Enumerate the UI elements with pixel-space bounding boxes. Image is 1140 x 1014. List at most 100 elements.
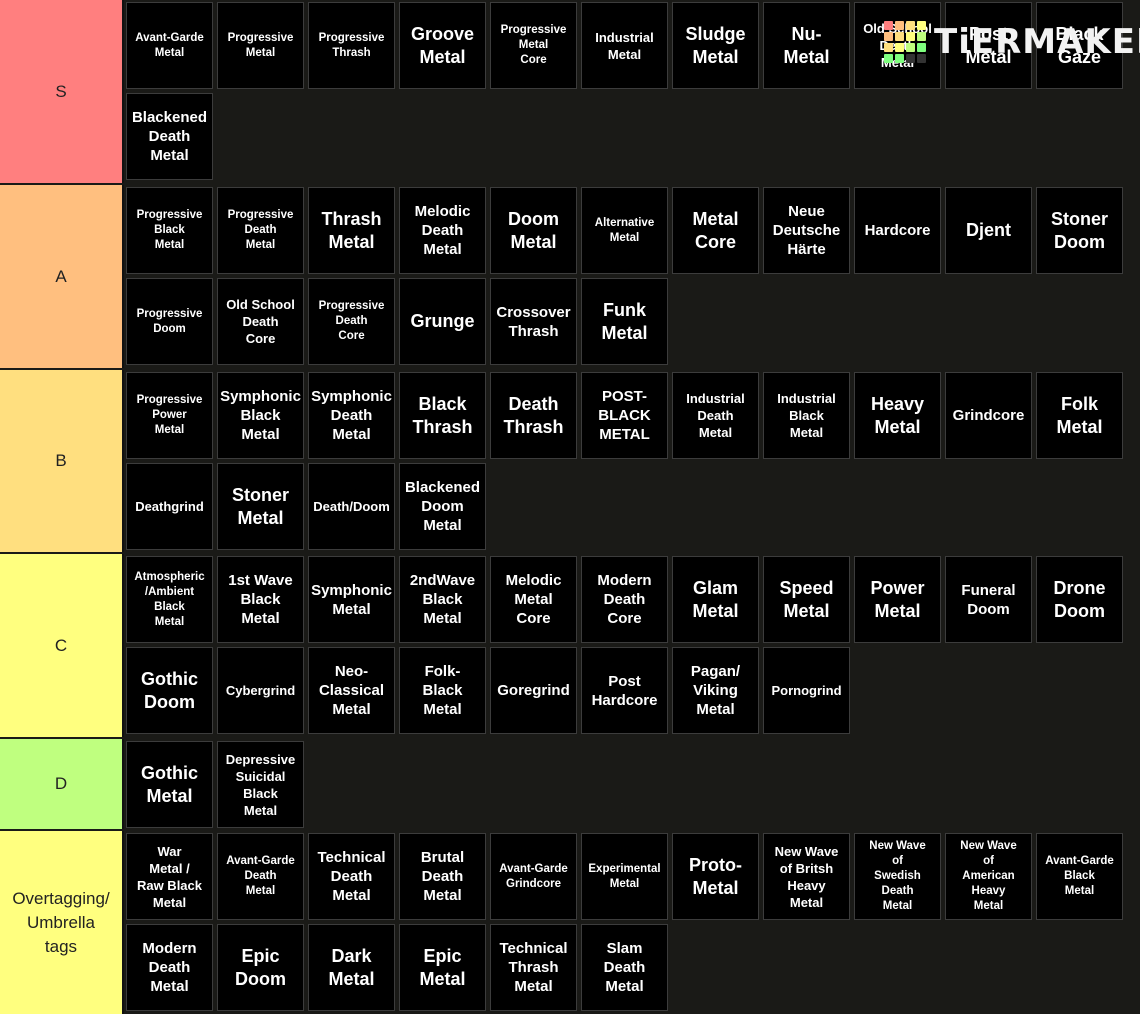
tier-item-tile[interactable]: Epic Doom xyxy=(217,924,304,1011)
tier-item-tile[interactable]: POST- BLACK METAL xyxy=(581,372,668,459)
tier-item-label: Deathgrind xyxy=(135,499,204,514)
tier-item-tile[interactable]: Gothic Metal xyxy=(126,741,213,828)
tier-item-tile[interactable]: Proto- Metal xyxy=(672,833,759,920)
tier-item-tile[interactable]: Avant-Garde Death Metal xyxy=(217,833,304,920)
tier-item-tile[interactable]: Modern Death Core xyxy=(581,556,668,643)
tier-item-tile[interactable]: Thrash Metal xyxy=(308,187,395,274)
tier-item-tile[interactable]: Groove Metal xyxy=(399,2,486,89)
tier-item-tile[interactable]: Modern Death Metal xyxy=(126,924,213,1011)
tier-item-tile[interactable]: Goregrind xyxy=(490,647,577,734)
tier-label[interactable]: C xyxy=(0,554,124,737)
tier-item-tile[interactable]: Death/Doom xyxy=(308,463,395,550)
tier-label[interactable]: B xyxy=(0,370,124,552)
tier-item-tile[interactable]: New Wave of Swedish Death Metal xyxy=(854,833,941,920)
tier-item-tile[interactable]: Progressive Death Core xyxy=(308,278,395,365)
tier-row: C Atmospheric /Ambient Black Metal 1st Wav… xyxy=(0,554,1140,737)
tier-item-tile[interactable]: Technical Death Metal xyxy=(308,833,395,920)
tier-item-tile[interactable]: Crossover Thrash xyxy=(490,278,577,365)
tier-item-label: Metal Core xyxy=(692,208,739,252)
tier-item-tile[interactable]: Neo- Classical Metal xyxy=(308,647,395,734)
tier-item-tile[interactable]: Cybergrind xyxy=(217,647,304,734)
tier-item-tile[interactable]: Deathgrind xyxy=(126,463,213,550)
tier-item-tile[interactable]: Symphonic Black Metal xyxy=(217,372,304,459)
tier-item-tile[interactable]: Technical Thrash Metal xyxy=(490,924,577,1011)
tier-label[interactable]: A xyxy=(0,185,124,368)
tier-item-tile[interactable]: Industrial Black Metal xyxy=(763,372,850,459)
tier-items-container[interactable]: Atmospheric /Ambient Black Metal 1st Wave… xyxy=(124,554,1140,737)
tier-item-tile[interactable]: Death Thrash xyxy=(490,372,577,459)
tier-item-tile[interactable]: Brutal Death Metal xyxy=(399,833,486,920)
tier-item-tile[interactable]: Funk Metal xyxy=(581,278,668,365)
tier-item-tile[interactable]: Industrial Metal xyxy=(581,2,668,89)
tier-item-tile[interactable]: War Metal / Raw Black Metal xyxy=(126,833,213,920)
tier-item-tile[interactable]: Progressive Power Metal xyxy=(126,372,213,459)
tier-item-tile[interactable]: Grunge xyxy=(399,278,486,365)
tier-item-tile[interactable]: Progressive Thrash xyxy=(308,2,395,89)
tier-item-tile[interactable]: Symphonic Metal xyxy=(308,556,395,643)
tier-item-tile[interactable]: Folk Metal xyxy=(1036,372,1123,459)
tier-label[interactable]: Overtagging/ Umbrella tags xyxy=(0,831,124,1014)
tier-item-tile[interactable]: Sludge Metal xyxy=(672,2,759,89)
tier-item-tile[interactable]: Djent xyxy=(945,187,1032,274)
tier-item-tile[interactable]: Progressive Doom xyxy=(126,278,213,365)
tier-item-tile[interactable]: Blackened Doom Metal xyxy=(399,463,486,550)
tier-item-tile[interactable]: Alternative Metal xyxy=(581,187,668,274)
tier-label[interactable]: S xyxy=(0,0,124,183)
tier-item-tile[interactable]: Old School Death Metal xyxy=(854,2,941,89)
tier-item-tile[interactable]: Stoner Metal xyxy=(217,463,304,550)
tier-item-tile[interactable]: Post Metal xyxy=(945,2,1032,89)
tier-item-tile[interactable]: Stoner Doom xyxy=(1036,187,1123,274)
tier-item-tile[interactable]: Atmospheric /Ambient Black Metal xyxy=(126,556,213,643)
tier-item-tile[interactable]: Dark Metal xyxy=(308,924,395,1011)
tier-row: Overtagging/ Umbrella tags War Metal / Ra… xyxy=(0,831,1140,1014)
tier-item-tile[interactable]: Avant-Garde Black Metal xyxy=(1036,833,1123,920)
tier-item-tile[interactable]: Epic Metal xyxy=(399,924,486,1011)
tier-item-tile[interactable]: Metal Core xyxy=(672,187,759,274)
tier-item-tile[interactable]: Avant-Garde Grindcore xyxy=(490,833,577,920)
tier-item-tile[interactable]: Progressive Black Metal xyxy=(126,187,213,274)
tier-item-label: Folk Metal xyxy=(1056,393,1103,437)
tier-item-tile[interactable]: Drone Doom xyxy=(1036,556,1123,643)
tier-item-tile[interactable]: Black Gaze xyxy=(1036,2,1123,89)
tier-item-tile[interactable]: Experimental Metal xyxy=(581,833,668,920)
tier-item-tile[interactable]: Nu- Metal xyxy=(763,2,850,89)
tier-item-tile[interactable]: Funeral Doom xyxy=(945,556,1032,643)
tier-item-tile[interactable]: Avant-Garde Metal xyxy=(126,2,213,89)
tier-item-tile[interactable]: Gothic Doom xyxy=(126,647,213,734)
tier-item-tile[interactable]: Progressive Metal Core xyxy=(490,2,577,89)
tier-item-tile[interactable]: Pagan/ Viking Metal xyxy=(672,647,759,734)
tier-item-tile[interactable]: Industrial Death Metal xyxy=(672,372,759,459)
tier-item-tile[interactable]: Old School Death Core xyxy=(217,278,304,365)
tier-item-tile[interactable]: Doom Metal xyxy=(490,187,577,274)
tier-item-tile[interactable]: Glam Metal xyxy=(672,556,759,643)
tier-item-tile[interactable]: Progressive Death Metal xyxy=(217,187,304,274)
tier-item-tile[interactable]: Depressive Suicidal Black Metal xyxy=(217,741,304,828)
tier-items-container[interactable]: Progressive Power Metal Symphonic Black M… xyxy=(124,370,1140,552)
tier-item-tile[interactable]: Grindcore xyxy=(945,372,1032,459)
tier-items-container[interactable]: War Metal / Raw Black Metal Avant-Garde D… xyxy=(124,831,1140,1014)
tier-item-tile[interactable]: 1st Wave Black Metal xyxy=(217,556,304,643)
tier-item-tile[interactable]: Melodic Metal Core xyxy=(490,556,577,643)
tier-item-tile[interactable]: Neue Deutsche Härte xyxy=(763,187,850,274)
tier-items-container[interactable]: Avant-Garde Metal Progressive Metal Progre… xyxy=(124,0,1140,183)
tier-item-tile[interactable]: Slam Death Metal xyxy=(581,924,668,1011)
tier-item-tile[interactable]: Post Hardcore xyxy=(581,647,668,734)
tier-item-tile[interactable]: Hardcore xyxy=(854,187,941,274)
tier-item-tile[interactable]: Black Thrash xyxy=(399,372,486,459)
tier-item-tile[interactable]: New Wave of American Heavy Metal xyxy=(945,833,1032,920)
tier-item-tile[interactable]: Pornogrind xyxy=(763,647,850,734)
tier-item-tile[interactable]: Progressive Metal xyxy=(217,2,304,89)
tier-label[interactable]: D xyxy=(0,739,124,829)
tier-item-tile[interactable]: Speed Metal xyxy=(763,556,850,643)
tier-item-tile[interactable]: Heavy Metal xyxy=(854,372,941,459)
tier-item-tile[interactable]: Symphonic Death Metal xyxy=(308,372,395,459)
logo-square xyxy=(917,54,926,63)
tier-item-tile[interactable]: Power Metal xyxy=(854,556,941,643)
tier-item-tile[interactable]: Blackened Death Metal xyxy=(126,93,213,180)
tier-item-tile[interactable]: 2ndWave Black Metal xyxy=(399,556,486,643)
tier-items-container[interactable]: Progressive Black Metal Progressive Death… xyxy=(124,185,1140,368)
tier-item-tile[interactable]: Folk- Black Metal xyxy=(399,647,486,734)
tier-item-tile[interactable]: New Wave of Britsh Heavy Metal xyxy=(763,833,850,920)
tier-items-container[interactable]: Gothic Metal Depressive Suicidal Black Me… xyxy=(124,739,1140,829)
tier-item-tile[interactable]: Melodic Death Metal xyxy=(399,187,486,274)
